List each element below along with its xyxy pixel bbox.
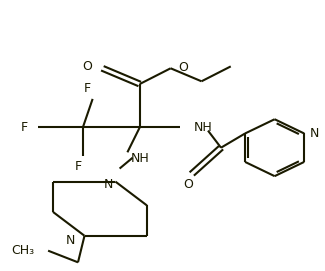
Text: O: O [178, 61, 188, 74]
Text: N: N [66, 234, 75, 247]
Text: O: O [82, 60, 92, 73]
Text: F: F [74, 160, 82, 173]
Text: N: N [310, 127, 319, 140]
Text: O: O [184, 178, 193, 191]
Text: NH: NH [130, 152, 149, 165]
Text: F: F [21, 121, 28, 134]
Text: CH₃: CH₃ [11, 244, 34, 257]
Text: NH: NH [194, 121, 213, 134]
Text: N: N [104, 178, 113, 191]
Text: F: F [84, 82, 91, 95]
